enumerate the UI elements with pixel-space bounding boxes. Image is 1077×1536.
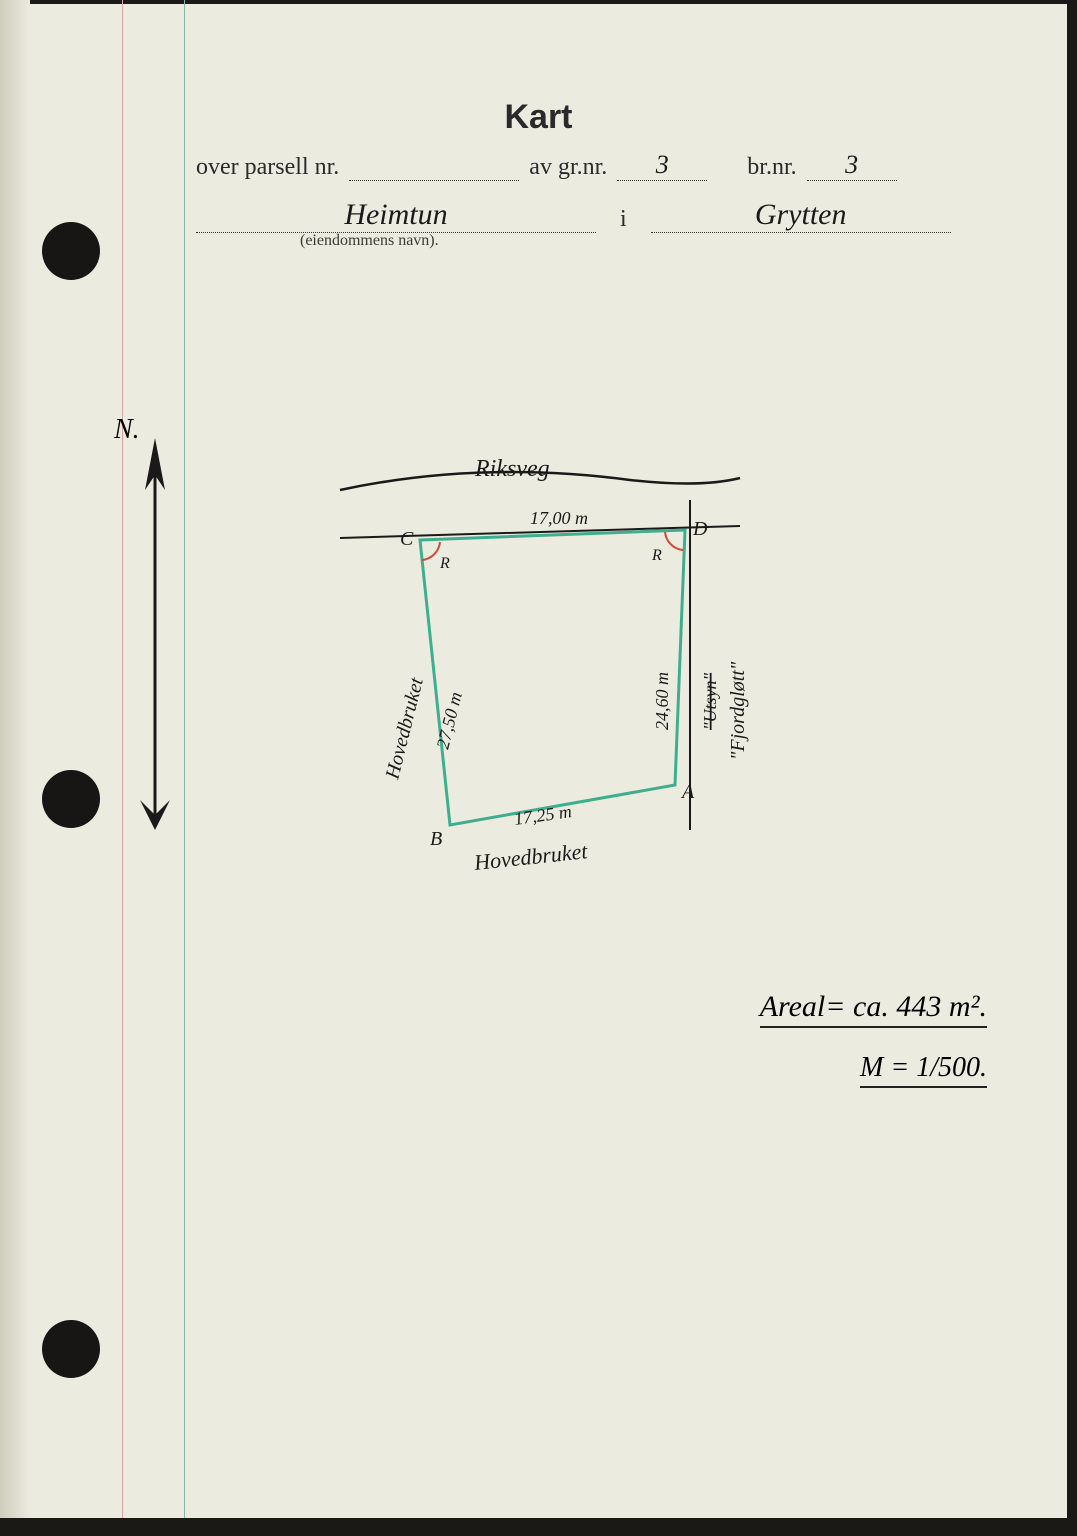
scan-edge-top xyxy=(0,0,1077,4)
value-brnr: 3 xyxy=(807,150,897,181)
right-length: 24,60 m xyxy=(652,672,672,730)
neighbor-right-label: "Fjordgløtt" xyxy=(727,661,749,760)
angle-r-left: R xyxy=(439,555,450,572)
form-row-1: over parsell nr. av gr.nr. 3 br.nr. 3 xyxy=(196,150,1037,181)
parcel-diagram: C D A B R R Riksveg 17,00 m Hovedbruket … xyxy=(300,430,820,910)
value-property-name: Heimtun xyxy=(196,198,596,233)
form-row-2: Heimtun i Grytten xyxy=(196,198,1037,233)
neighbor-right-struck-label: "Utsyn" xyxy=(700,672,720,730)
notes-block: Areal= ca. 443 m². M = 1/500. xyxy=(760,990,987,1088)
corner-d-label: D xyxy=(692,518,708,540)
punch-hole-1 xyxy=(42,222,100,280)
compass: N. xyxy=(120,420,190,840)
angle-r-right: R xyxy=(651,547,662,564)
area-note: Areal= ca. 443 m². xyxy=(760,990,987,1028)
label-parsell: over parsell nr. xyxy=(196,154,339,180)
punch-hole-3 xyxy=(42,1320,100,1378)
property-name-note: (eiendommens navn). xyxy=(300,232,439,250)
scan-edge-left xyxy=(0,0,30,1536)
value-parsell xyxy=(349,154,519,181)
page-title: Kart xyxy=(0,98,1077,137)
value-municipality: Grytten xyxy=(651,198,951,233)
corner-c-label: C xyxy=(400,528,414,550)
compass-label: N. xyxy=(114,414,140,446)
road-label: Riksveg xyxy=(474,456,550,482)
scale-note: M = 1/500. xyxy=(860,1052,987,1088)
scan-edge-right xyxy=(1067,0,1077,1536)
label-brnr: br.nr. xyxy=(747,154,796,180)
corner-a-label: A xyxy=(680,781,695,803)
neighbor-bottom-label: Hovedbruket xyxy=(472,838,589,875)
label-grnr: av gr.nr. xyxy=(529,154,607,180)
corner-b-label: B xyxy=(430,828,442,850)
bottom-length: 17,25 m xyxy=(513,801,573,829)
north-arrow-icon xyxy=(120,420,190,840)
scan-edge-bottom xyxy=(0,1518,1077,1536)
label-i: i xyxy=(620,206,627,232)
document-page: Kart over parsell nr. av gr.nr. 3 br.nr.… xyxy=(0,0,1077,1536)
neighbor-left-label: Hovedbruket xyxy=(381,675,428,782)
top-length: 17,00 m xyxy=(530,508,588,528)
punch-hole-2 xyxy=(42,770,100,828)
value-grnr: 3 xyxy=(617,150,707,181)
